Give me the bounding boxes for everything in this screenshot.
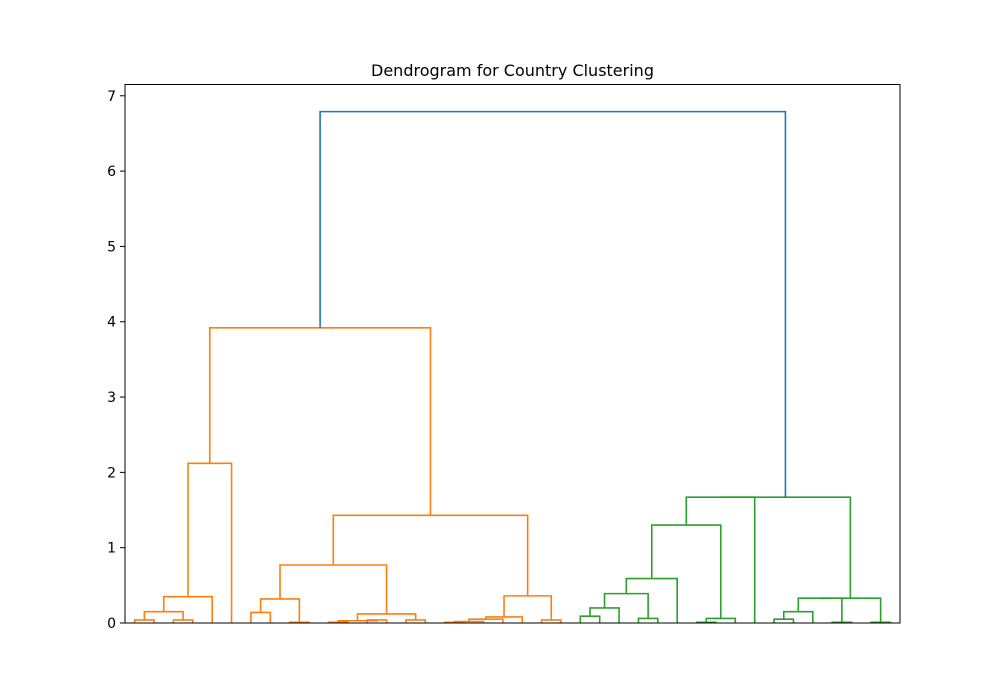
dendrogram-link-o22 [208,326,432,516]
dendrogram-link-o8 [259,598,301,623]
dendrogram-link-g1 [579,615,601,623]
dendrogram-link-g11 [782,610,814,623]
chart-title: Dendrogram for Country Clustering [371,61,654,80]
dendrogram-link-g13 [797,597,843,623]
dendrogram-link-o14 [279,564,388,614]
dendrogram-link-o5 [187,462,233,623]
dendrogram-link-o3 [143,610,184,620]
dendrogram-link-o20 [503,595,553,620]
dendrogram-link-g3 [637,617,659,623]
dendrogram-links [133,110,892,624]
y-axis: 0 1 2 3 4 5 6 7 [107,89,125,632]
dendrogram-link-g4 [603,592,649,619]
dendrogram-link-o11 [337,619,378,623]
y-tick-label: 5 [107,239,116,255]
dendrogram-link-g15 [820,597,882,623]
y-tick-label: 7 [107,89,116,105]
dendrogram-link-g8 [650,524,722,619]
y-tick-label: 1 [107,541,116,557]
dendrogram-link-o21 [332,514,529,596]
y-tick-label: 2 [107,465,116,481]
y-tick-label: 4 [107,315,116,331]
y-tick-label: 6 [107,164,116,180]
dendrogram-link-g10 [773,618,795,623]
y-tick-label: 0 [107,616,116,632]
dendrogram-link-o18 [485,616,523,623]
dendrogram-link-g16 [720,496,852,599]
dendrogram-link-g5 [625,577,678,623]
dendrogram-link-o6 [250,611,272,623]
dendrogram-link-o4 [162,595,213,623]
plot-frame [124,84,901,624]
y-tick-label: 3 [107,390,116,406]
dendrogram-link-root [319,110,787,498]
dendrogram-link-o16 [453,620,485,623]
